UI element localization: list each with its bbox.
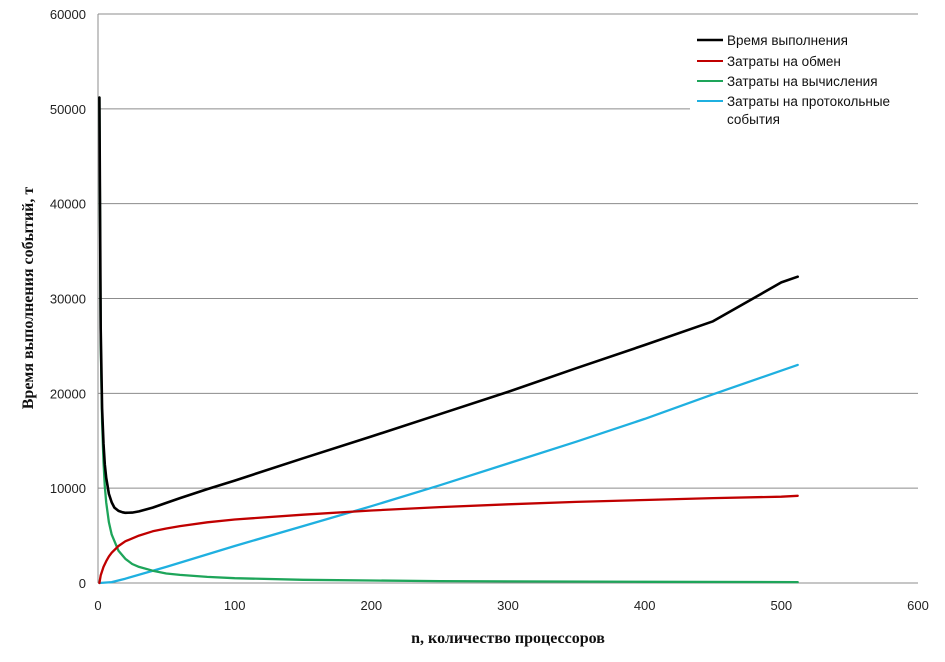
series-line-protocol-costs xyxy=(98,363,799,585)
y-tick-label: 0 xyxy=(79,576,86,591)
y-tick-labels: 0 10000 20000 30000 40000 50000 60000 xyxy=(50,7,86,591)
legend-background xyxy=(690,30,930,128)
x-tick-label: 100 xyxy=(224,598,246,613)
x-axis-title: n, количество процессоров xyxy=(411,630,605,647)
x-tick-labels: 0 100 200 300 400 500 600 xyxy=(94,598,928,613)
x-tick-label: 300 xyxy=(497,598,519,613)
y-tick-label: 60000 xyxy=(50,7,86,22)
x-tick-label: 600 xyxy=(907,598,929,613)
y-tick-label: 40000 xyxy=(50,197,86,212)
series-line-exchange-costs xyxy=(98,494,799,585)
x-tick-label: 0 xyxy=(94,598,101,613)
legend-label-line: события xyxy=(727,112,780,127)
legend-label-exchange-costs: Затраты на обмен xyxy=(727,54,841,69)
series-lines xyxy=(98,96,799,585)
y-tick-label: 30000 xyxy=(50,292,86,307)
legend-item-protocol-costs: Затраты на протокольные события xyxy=(697,94,890,127)
series-line-execution-time xyxy=(98,96,799,515)
y-tick-label: 50000 xyxy=(50,102,86,117)
legend-item-computation-costs: Затраты на вычисления xyxy=(697,74,878,89)
legend-item-exchange-costs: Затраты на обмен xyxy=(697,54,841,69)
legend: Время выполнения Затраты на обмен Затрат… xyxy=(690,30,930,128)
legend-label-protocol-costs: Затраты на протокольные события xyxy=(727,94,890,127)
legend-label-computation-costs: Затраты на вычисления xyxy=(727,74,878,89)
x-tick-label: 500 xyxy=(770,598,792,613)
legend-item-execution-time: Время выполнения xyxy=(697,33,848,48)
series-line-computation-costs xyxy=(98,96,799,584)
y-tick-label: 10000 xyxy=(50,481,86,496)
legend-label-line: Затраты на протокольные xyxy=(727,94,890,109)
gridlines xyxy=(98,13,918,489)
legend-label-execution-time: Время выполнения xyxy=(727,33,848,48)
x-tick-label: 200 xyxy=(360,598,382,613)
y-tick-label: 20000 xyxy=(50,386,86,401)
x-tick-label: 400 xyxy=(634,598,656,613)
y-axis-title: Время выполнения событий, т xyxy=(20,187,37,410)
